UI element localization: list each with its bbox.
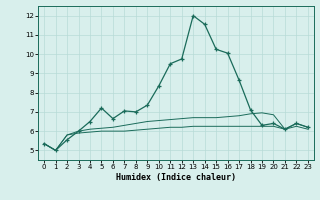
X-axis label: Humidex (Indice chaleur): Humidex (Indice chaleur) <box>116 173 236 182</box>
